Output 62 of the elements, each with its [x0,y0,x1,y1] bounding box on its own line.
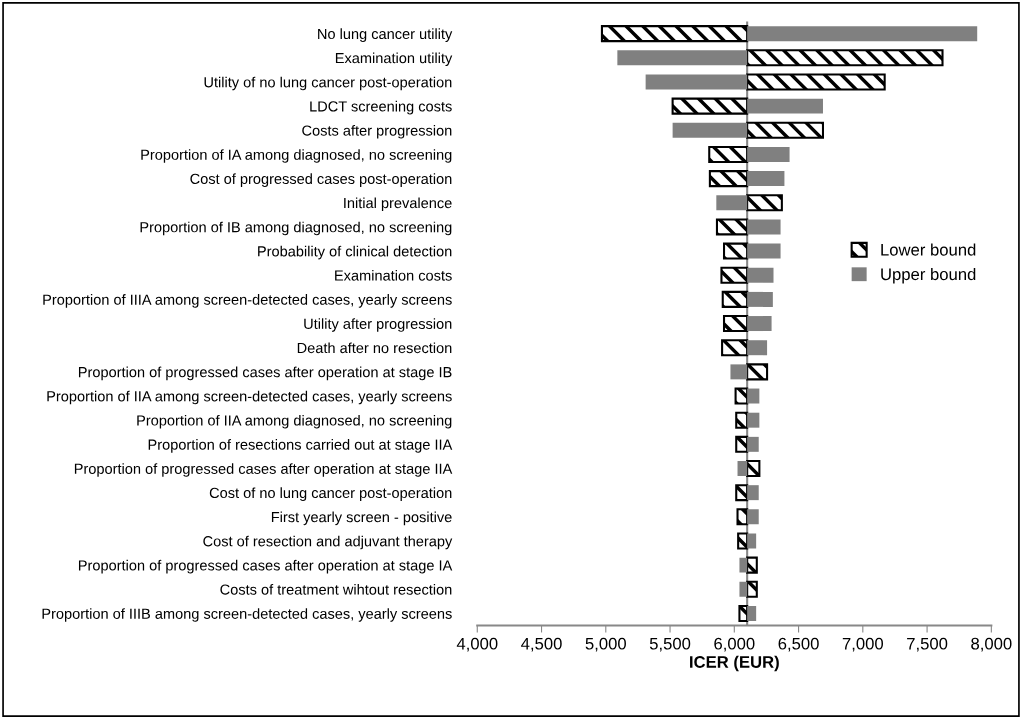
bar [746,121,825,139]
bar [746,556,758,574]
x-tick-label: 8,000 [971,637,1012,652]
y-tick-label: Initial prevalence [344,197,452,212]
y-tick-label: Costs after progression [302,125,452,139]
x-tick-label: 4,000 [456,637,498,652]
y-tick-label: Cost of progressed cases post-operation [190,173,452,187]
x-tick-label: 7,500 [907,637,948,652]
bar [735,484,749,502]
bar [734,387,749,405]
bar [722,242,749,260]
bar [746,194,783,212]
y-tick-label: Proportion of IIA among diagnosed, no screening [137,414,452,429]
bar [746,73,886,91]
bar [715,218,749,236]
bar [736,508,749,526]
bar [746,363,769,381]
bar [720,266,749,284]
bar [738,604,749,622]
bar [746,459,761,478]
y-tick-label: Proportion of IIIB among screen-detected cases, yearly screens [42,608,452,622]
bar [735,435,749,453]
bar [735,411,749,429]
x-tick-label: 5,500 [649,637,691,652]
y-tick-label: Probability of clinical detection [258,245,452,260]
x-tick-label: 4,500 [521,637,562,652]
y-tick-label: Proportion of IIA among screen-detected cases, yearly screens [47,390,452,405]
x-tick-label: 6,500 [778,637,819,652]
bar [721,290,749,308]
bar [746,580,758,598]
legend-label: Lower bound [881,243,976,256]
x-tick-label: 5,000 [585,637,626,652]
x-tick-label: 7,000 [842,637,884,652]
y-tick-label: Examination costs [335,269,452,281]
y-tick-label: Proportion of IIIA among screen-detected cases, yearly screens [43,294,452,308]
bar [708,145,749,163]
y-tick-label: Costs of treatment wihtout resection [220,584,452,595]
y-tick-label: Proportion of progressed cases after operation at stage IB [78,366,452,381]
y-tick-label: Cost of no lung cancer post-operation [209,487,452,501]
y-tick-label: Cost of resection and adjuvant therapy [203,535,453,550]
bar [737,532,749,550]
y-tick-label: LDCT screening costs [310,100,452,115]
y-tick-label: Utility after progression [304,318,452,332]
bar [721,339,749,357]
y-tick-label: Proportion of resections carried out at stage IIA [148,439,453,453]
x-axis-title: ICER (EUR) [690,655,779,672]
bar [722,315,749,333]
y-tick-label: Proportion of progressed cases after operation at stage IIA [74,463,453,477]
bar [746,49,944,67]
y-tick-label: Examination utility [335,52,453,67]
legend-label: Upper bound [881,267,976,284]
x-tick-label: 6,000 [714,637,755,652]
y-tick-label: Death after no resection [297,342,452,354]
bar [600,25,749,43]
y-tick-label: No lung cancer utility [318,28,453,42]
bar [708,170,749,188]
y-tick-label: Proportion of IB among diagnosed, no screening [140,221,452,236]
y-tick-label: First yearly screen - positive [271,511,452,526]
y-tick-label: Utility of no lung cancer post-operation [204,76,452,91]
y-tick-label: Proportion of IA among diagnosed, no screening [141,149,452,163]
y-tick-label: Proportion of progressed cases after operation at stage IA [78,559,453,574]
bar [671,97,749,115]
